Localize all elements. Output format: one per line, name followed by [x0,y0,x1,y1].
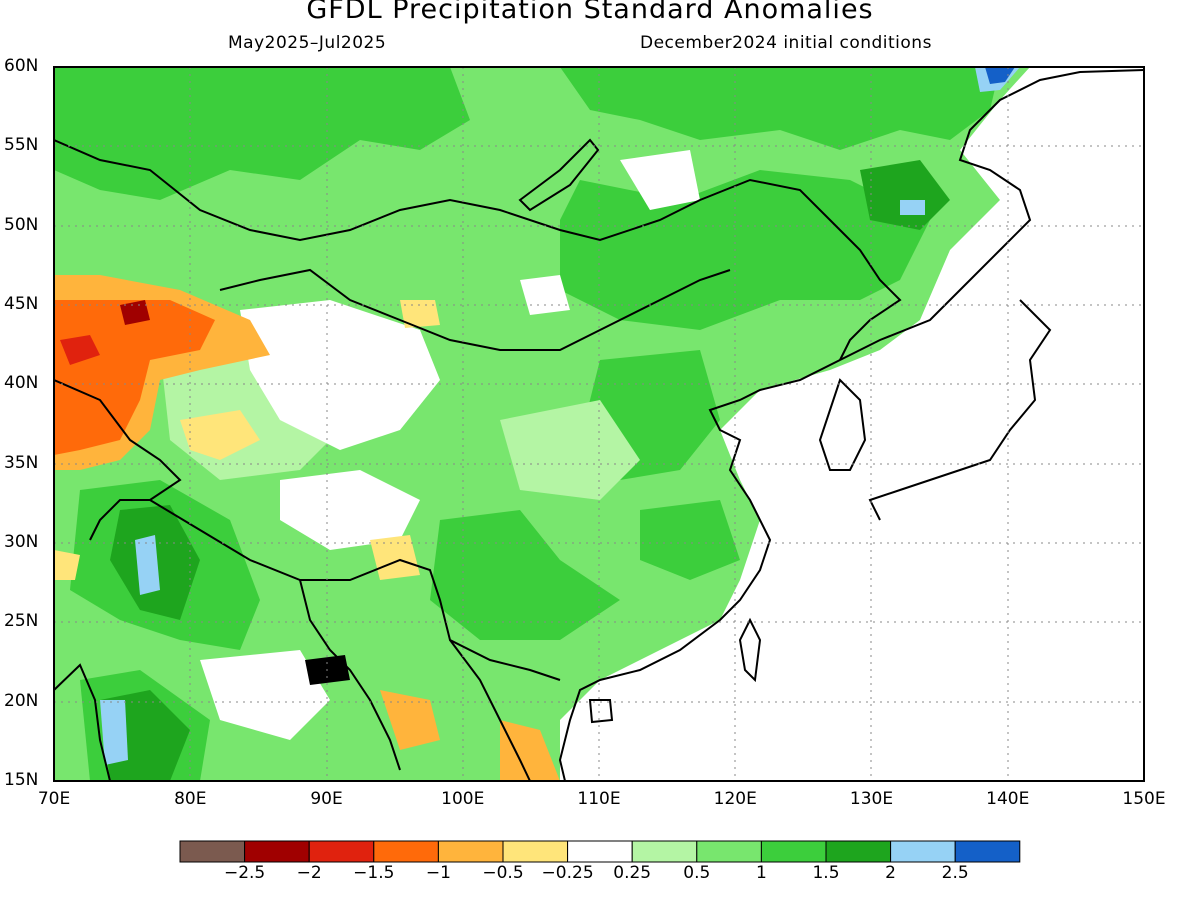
colorbar-tick-label: −0.25 [541,863,594,883]
initial-conditions: December2024 initial conditions [640,33,932,53]
lon-tick-label: 140E [986,789,1030,809]
colorbar-swatch [502,840,569,863]
colorbar-swatch [631,840,698,863]
dry-patch [370,535,420,580]
light-green-patch [500,400,640,500]
colorbar-tick-label: −1.5 [353,863,395,883]
dry-anomaly-peak [60,335,100,365]
green-1-5-patch [560,170,930,330]
country-border [149,499,561,681]
gridlines [54,67,1144,781]
colorbar-tick-label: −1 [425,863,451,883]
colorbar-tick-label: 0.25 [613,863,652,883]
inland-lake [518,138,600,212]
colorbar-tick-label: 2.5 [941,863,969,883]
korea-outline [818,378,867,471]
country-border [54,139,902,361]
hainan-outline [588,699,614,724]
lon-tick-label: 130E [849,789,894,809]
country-border [54,663,111,781]
dry-patch [180,410,260,460]
colorbar-swatch [954,840,1021,863]
colorbar-swatch [373,840,439,863]
neutral-patch [620,150,700,210]
neutral-patch [200,650,330,740]
japan-outline [868,299,1052,521]
lon-tick-label: 110E [577,789,621,809]
green-1-5-patch [560,67,1000,150]
colorbar-tick-label: 1 [755,863,767,883]
dry-anomaly-peak [120,300,150,325]
colorbar-tick-label: −2 [296,863,322,883]
lat-tick-label: 60N [4,56,39,76]
lon-tick-label: 150E [1122,789,1166,809]
wet-spot [135,535,160,595]
lat-tick-label: 25N [4,611,39,632]
lon-tick-label: 70E [37,789,71,809]
colorbar-swatch [825,840,892,863]
colorbar-swatch [437,840,504,863]
forecast-period: May2025–Jul2025 [228,33,387,53]
lon-tick-label: 90E [310,789,343,809]
green-2-patch [860,160,950,230]
country-border [219,268,731,351]
taiwan-outline [738,617,762,683]
colorbar-swatch [244,840,310,863]
dry-patch [500,720,560,781]
green-1-5-patch [430,510,620,640]
lat-tick-label: 55N [4,135,39,156]
dry-patch [400,300,440,328]
lon-tick-label: 80E [174,789,207,809]
dry-anomaly-core [54,300,215,455]
lat-tick-label: 15N [4,770,39,790]
lat-tick-label: 50N [4,214,39,235]
colorbar-tick-label: −0.5 [482,863,524,883]
wet-spot [100,700,128,765]
colorbar-swatch [760,840,827,863]
colorbar-swatch [696,840,762,863]
colorbar-swatch [308,840,375,863]
colorbar-swatch [179,840,246,863]
colorbar [179,840,1021,863]
lat-tick-label: 35N [4,452,39,473]
colorbar-swatch [890,840,956,863]
colorbar-tick-label: −2.5 [223,863,266,883]
colorbar-tick-label: 2 [885,863,897,883]
green-1-5-patch [54,67,470,200]
country-border [54,379,182,541]
wet-spot [985,67,1015,84]
colorbar-swatch [567,840,633,863]
wet-spot [900,200,925,215]
chart-title: GFDL Precipitation Standard Anomalies [306,0,874,25]
map-border [53,66,1145,782]
country-border [299,579,401,771]
neutral-patch [280,470,420,550]
lat-tick-label: 40N [4,373,39,394]
coastline [558,69,1144,781]
lon-tick-label: 120E [713,789,757,809]
lat-tick-label: 30N [4,532,39,552]
lon-tick-label: 100E [441,789,485,809]
lat-tick-label: 45N [4,294,39,314]
country-border [449,639,531,781]
dry-patch [380,690,440,750]
neutral-patch [520,275,570,315]
dry-patch [54,550,80,580]
colorbar-tick-label: 1.5 [812,863,840,883]
colorbar-tick-label: 0.5 [683,863,711,883]
lat-tick-label: 20N [4,690,39,711]
green-1-5-patch [640,500,740,580]
neutral-patch [240,300,440,450]
